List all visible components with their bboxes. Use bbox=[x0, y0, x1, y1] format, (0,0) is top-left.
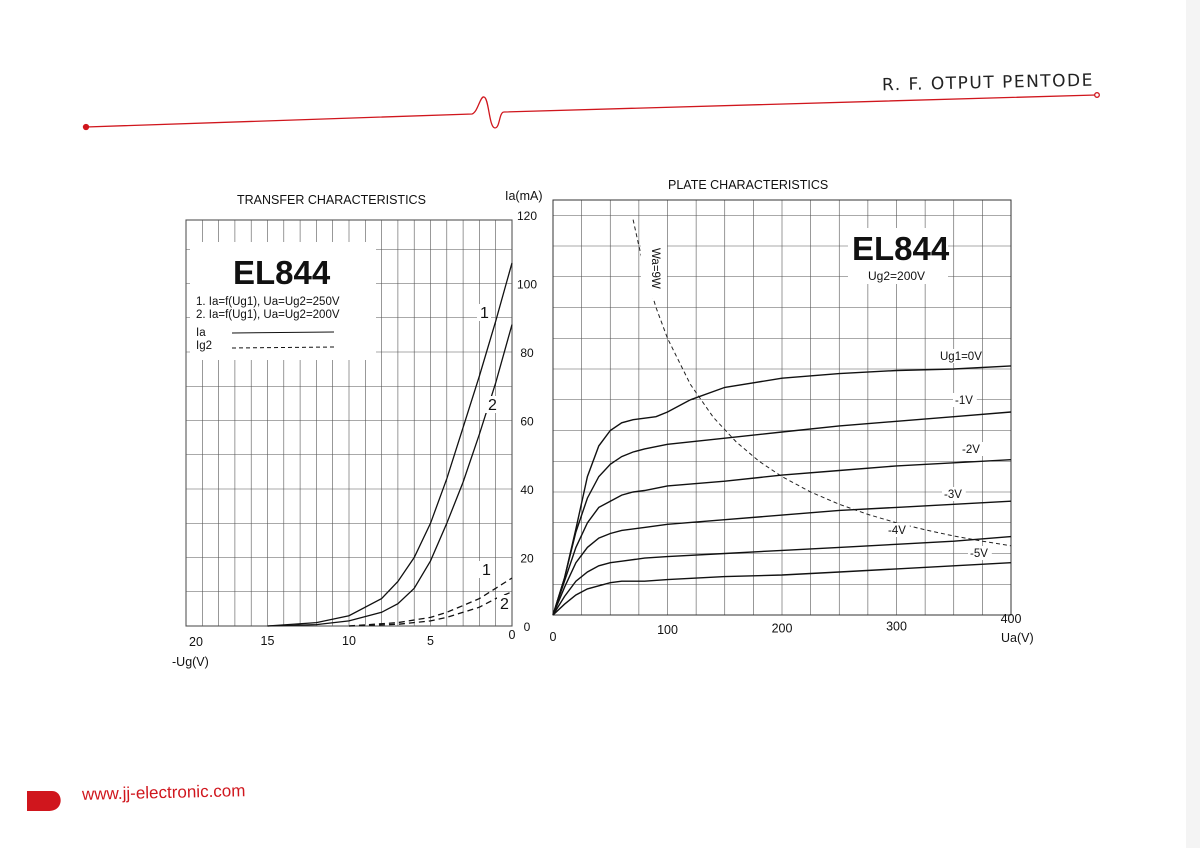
transfer-series-label: 2 bbox=[488, 397, 497, 414]
plate-series-line bbox=[552, 411, 1012, 616]
transfer-legend-line: 2. Ia=f(Ug1), Ua=Ug2=200V bbox=[196, 309, 340, 321]
transfer-legend-style-swatch bbox=[231, 331, 335, 334]
header-line-dot-right bbox=[1094, 92, 1100, 98]
plate-series-label: Ug1=0V bbox=[940, 351, 982, 363]
footer-logo-icon bbox=[27, 791, 61, 811]
plate-series-line bbox=[552, 365, 1012, 616]
transfer-ylabel: Ia(mA) bbox=[505, 189, 543, 203]
plate-x-tick-label: 400 bbox=[1001, 612, 1022, 626]
plate-power-label-bg bbox=[641, 244, 667, 298]
transfer-series-label-bg bbox=[479, 561, 493, 578]
transfer-model-label: EL844 bbox=[233, 254, 331, 291]
transfer-x-tick-label: 5 bbox=[427, 634, 434, 648]
plate-series-label-bg bbox=[886, 523, 910, 537]
plate-series-label-bg bbox=[938, 349, 982, 363]
plate-title: PLATE CHARACTERISTICS bbox=[668, 178, 828, 192]
transfer-series-label-bg bbox=[477, 304, 491, 321]
transfer-series-line bbox=[348, 591, 513, 627]
plate-power-curve-label: Wa=9W bbox=[649, 248, 661, 289]
plate-model-box bbox=[848, 228, 948, 284]
transfer-x-tick-label: 20 bbox=[189, 635, 203, 649]
y-tick-label: 60 bbox=[520, 415, 534, 429]
transfer-legend-box bbox=[190, 242, 376, 360]
transfer-series-label: 1 bbox=[482, 562, 491, 579]
transfer-legend-line: 1. Ia=f(Ug1), Ua=Ug2=250V bbox=[196, 296, 340, 308]
transfer-series-label: 1 bbox=[480, 305, 489, 322]
transfer-series-line bbox=[267, 324, 513, 627]
plate-series-label-bg bbox=[942, 487, 966, 501]
plate-x-tick-label: 0 bbox=[550, 630, 557, 644]
plate-series-label: -1V bbox=[955, 395, 973, 407]
transfer-title: TRANSFER CHARACTERISTICS bbox=[237, 193, 426, 207]
plate-frame bbox=[552, 199, 1012, 616]
plate-chart: EL844 Ug2=200V PLATE CHARACTERISTICS 0 100 20… bbox=[550, 178, 1034, 645]
transfer-series-label-bg bbox=[485, 396, 499, 413]
plate-series-label: -3V bbox=[944, 489, 962, 501]
transfer-series-line bbox=[348, 577, 513, 627]
transfer-series-label-bg bbox=[497, 595, 511, 612]
y-tick-label: 0 bbox=[524, 620, 531, 634]
transfer-x-tick-label: 0 bbox=[509, 628, 516, 642]
plate-series-label-bg bbox=[960, 442, 984, 456]
transfer-legend-style-label: Ig2 bbox=[196, 340, 212, 352]
plate-series-line bbox=[552, 562, 1012, 616]
transfer-x-tick-label: 15 bbox=[261, 634, 275, 648]
plate-series-label: -2V bbox=[962, 444, 980, 456]
plate-series-line bbox=[552, 500, 1012, 616]
plate-x-tick-label: 100 bbox=[657, 623, 678, 637]
plate-xlabel: Ua(V) bbox=[1001, 631, 1034, 645]
y-tick-label: 40 bbox=[520, 483, 534, 497]
plate-series-line bbox=[552, 459, 1012, 616]
transfer-xlabel: -Ug(V) bbox=[172, 655, 209, 669]
plate-series-label: -4V bbox=[888, 525, 906, 537]
transfer-series-line bbox=[267, 262, 513, 627]
transfer-series-label: 2 bbox=[500, 596, 509, 613]
y-tick-label: 120 bbox=[517, 209, 537, 223]
transfer-legend-style-label: Ia bbox=[196, 327, 206, 339]
plate-series-line bbox=[552, 535, 1012, 616]
transfer-legend-style-swatch bbox=[231, 346, 335, 349]
plate-model-label: EL844 bbox=[852, 230, 950, 267]
plate-x-tick-label: 300 bbox=[886, 620, 907, 634]
y-tick-label: 100 bbox=[517, 278, 537, 292]
plate-series-label-bg bbox=[953, 393, 977, 407]
page-edge-shadow bbox=[1186, 0, 1200, 848]
plate-series-label-bg bbox=[968, 546, 992, 560]
plate-x-tick-label: 200 bbox=[772, 621, 793, 635]
header-red-line bbox=[82, 92, 1100, 131]
plate-series-label: -5V bbox=[970, 548, 988, 560]
transfer-x-tick-label: 10 bbox=[342, 634, 356, 648]
plate-power-curve bbox=[632, 219, 1012, 547]
header-pulse-path bbox=[85, 94, 1097, 129]
y-tick-label: 80 bbox=[520, 346, 534, 360]
y-tick-label: 20 bbox=[520, 552, 534, 566]
plate-subtitle: Ug2=200V bbox=[868, 269, 925, 283]
